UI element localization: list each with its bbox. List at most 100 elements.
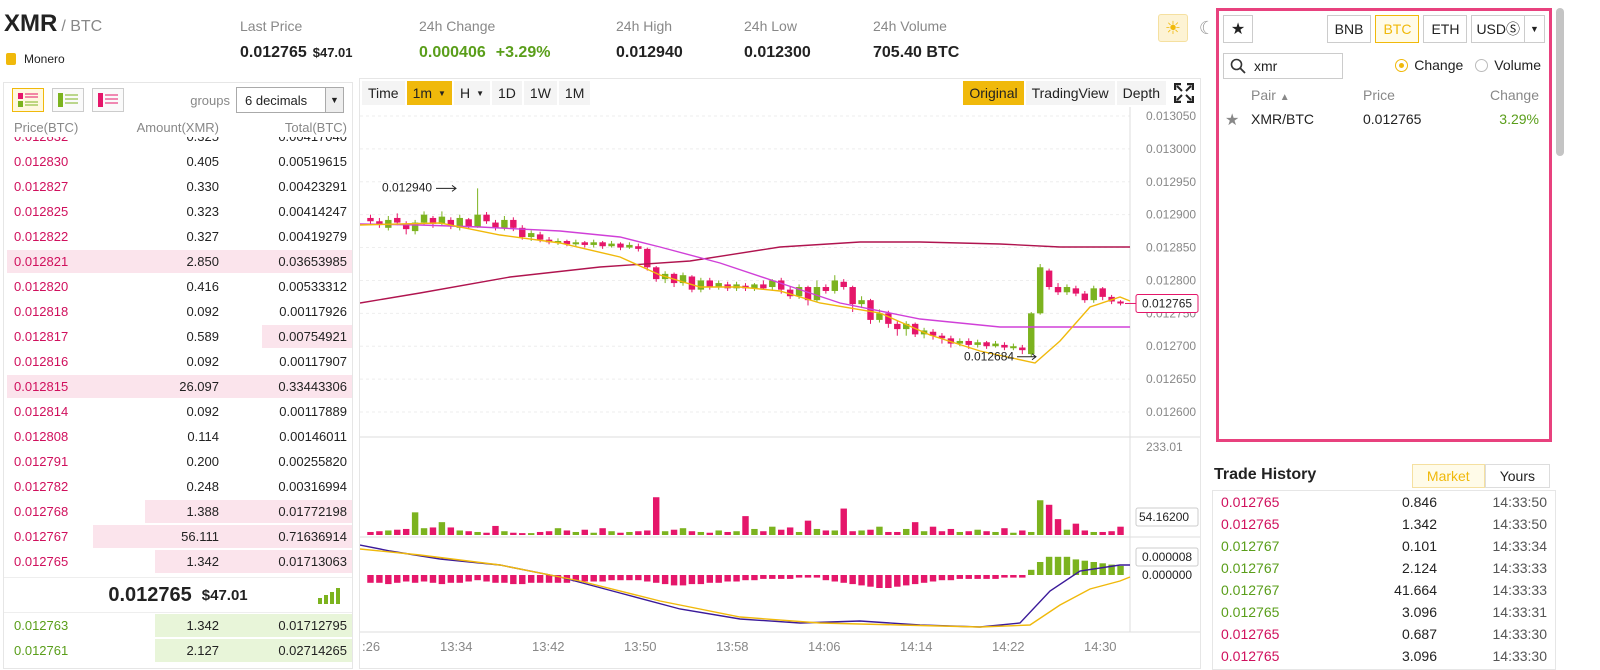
- ask-row[interactable]: 0.012820 0.416 0.00533312: [4, 274, 352, 299]
- light-theme-button[interactable]: ☀: [1158, 14, 1188, 42]
- candle-body: [688, 276, 696, 290]
- bid-amount: 2.127: [186, 643, 219, 658]
- tab-usd-stable[interactable]: USDⓈ ▼: [1471, 15, 1545, 43]
- favorite-star-icon[interactable]: ★: [1225, 112, 1240, 129]
- ask-row[interactable]: 0.012765 1.342 0.01713063: [4, 549, 352, 574]
- interval-hour-button[interactable]: H ▼: [453, 81, 491, 105]
- macd-histogram-bar: [1081, 560, 1089, 575]
- volume-bar: [447, 527, 455, 535]
- ask-row[interactable]: 0.012827 0.330 0.00423291: [4, 174, 352, 199]
- tab-bnb[interactable]: BNB: [1326, 15, 1372, 43]
- macd-histogram-bar: [742, 575, 749, 581]
- dark-theme-button[interactable]: ☾: [1192, 14, 1222, 42]
- candle-body: [590, 242, 597, 245]
- ask-row[interactable]: 0.012814 0.092 0.00117889: [4, 399, 352, 424]
- trade-price: 0.012765: [1221, 604, 1280, 620]
- ask-amount: 0.200: [186, 454, 219, 469]
- volume-bar: [608, 531, 615, 535]
- trade-history-tabs: Market Yours: [1411, 464, 1550, 488]
- tab-your-trades[interactable]: Yours: [1484, 464, 1550, 488]
- view-tradingview-tab[interactable]: TradingView: [1025, 81, 1115, 105]
- trade-history: Trade History Market Yours 0.012765 0.846…: [1212, 460, 1556, 670]
- tab-btc[interactable]: BTC: [1375, 15, 1420, 43]
- groups-select[interactable]: 6 decimals ▼: [236, 87, 344, 113]
- candle-body: [992, 343, 999, 347]
- view-both-button[interactable]: [12, 88, 44, 112]
- chevron-down-icon[interactable]: ▼: [1525, 15, 1545, 43]
- trade-list: 0.012765 0.846 14:33:50 0.012765 1.342 14:33:…: [1212, 490, 1556, 670]
- ask-row[interactable]: 0.012825 0.323 0.00414247: [4, 199, 352, 224]
- candle-body: [510, 219, 517, 228]
- price-tick-label: 0.012800: [1146, 273, 1196, 287]
- bids-list: 0.012763 1.342 0.01712795 0.012761 2.127 0.02…: [4, 613, 352, 663]
- view-original-tab[interactable]: Original: [963, 81, 1024, 105]
- trade-row: 0.012765 0.846 14:33:50: [1213, 491, 1555, 513]
- ask-row[interactable]: 0.012822 0.327 0.00419279: [4, 224, 352, 249]
- interval-1month-button[interactable]: 1M: [558, 81, 591, 105]
- groups-select-value: 6 decimals: [245, 92, 308, 108]
- fullscreen-button[interactable]: [1168, 81, 1200, 105]
- depth-bar: [155, 614, 352, 637]
- coin-info[interactable]: Monero: [6, 52, 65, 66]
- moon-icon: ☾: [1198, 17, 1216, 38]
- ask-row[interactable]: 0.012808 0.114 0.00146011: [4, 424, 352, 449]
- market-tabs: ★ BNB BTC ETH USDⓈ ▼: [1223, 15, 1545, 43]
- caret-down-icon: ▼: [476, 88, 485, 98]
- tab-market-trades[interactable]: Market: [1411, 464, 1485, 488]
- tab-eth[interactable]: ETH: [1423, 15, 1468, 43]
- ask-row[interactable]: 0.012830 0.405 0.00519615: [4, 149, 352, 174]
- bid-row[interactable]: 0.012761 2.127 0.02714265: [4, 638, 352, 663]
- ask-row[interactable]: 0.0128320.3250.00417040: [4, 137, 352, 149]
- ma-slow-line: [360, 241, 1130, 304]
- ask-amount: 56.111: [181, 529, 219, 544]
- candle-body: [858, 300, 865, 305]
- col-price-header[interactable]: Price: [1363, 87, 1395, 103]
- bid-row[interactable]: 0.012763 1.342 0.01712795: [4, 613, 352, 638]
- trade-price: 0.012767: [1221, 582, 1280, 598]
- ask-row[interactable]: 0.012767 56.111 0.71636914: [4, 524, 352, 549]
- view-depth-tab[interactable]: Depth: [1116, 81, 1166, 105]
- macd-histogram-bar: [599, 575, 606, 582]
- interval-1w-button[interactable]: 1W: [523, 81, 557, 105]
- col-pair-header[interactable]: Pair ▲: [1251, 87, 1290, 103]
- sort-toggle: Change Volume: [1395, 57, 1541, 73]
- time-tick-label: 13:50: [624, 639, 657, 654]
- macd-histogram-bar: [429, 575, 437, 583]
- radio-unchecked-icon: [1475, 58, 1489, 72]
- trade-time: 14:33:31: [1492, 604, 1548, 620]
- ask-row[interactable]: 0.012791 0.200 0.00255820: [4, 449, 352, 474]
- volume-bar: [760, 531, 767, 535]
- candle-body: [1090, 288, 1097, 301]
- interval-1m-button[interactable]: 1m ▼: [406, 81, 452, 105]
- market-search-input[interactable]: xmr: [1223, 53, 1343, 79]
- chart-view-tabs: Original TradingView Depth: [963, 81, 1200, 105]
- candle-body: [1072, 288, 1080, 294]
- col-change-header[interactable]: Change: [1489, 87, 1539, 103]
- ask-row[interactable]: 0.012768 1.388 0.01772198: [4, 499, 352, 524]
- trade-time: 14:33:30: [1492, 626, 1548, 642]
- ask-price: 0.012830: [14, 154, 69, 169]
- view-asks-button[interactable]: [92, 88, 124, 112]
- view-bids-button[interactable]: [52, 88, 84, 112]
- sort-change-radio[interactable]: Change: [1395, 57, 1463, 73]
- page-scrollbar[interactable]: [1556, 8, 1564, 156]
- sort-volume-radio[interactable]: Volume: [1475, 57, 1541, 73]
- candle-body: [1019, 347, 1026, 351]
- volume-bar: [465, 531, 472, 535]
- candle-body: [1028, 313, 1035, 355]
- ask-price: 0.012827: [14, 179, 69, 194]
- ask-amount: 0.092: [186, 404, 219, 419]
- candlestick-chart[interactable]: 0.013050 0.013000 0.012950 0.012900 0.012850…: [360, 107, 1200, 669]
- ask-row[interactable]: 0.012782 0.248 0.00316994: [4, 474, 352, 499]
- stat-value: 0.012940: [616, 44, 683, 61]
- ask-row[interactable]: 0.012818 0.092 0.00117926: [4, 299, 352, 324]
- ask-row[interactable]: 0.012816 0.092 0.00117907: [4, 349, 352, 374]
- candle-body: [402, 224, 410, 230]
- ask-row[interactable]: 0.012817 0.589 0.00754921: [4, 324, 352, 349]
- interval-1d-button[interactable]: 1D: [492, 81, 522, 105]
- favorites-button[interactable]: ★: [1223, 15, 1253, 43]
- trade-amount: 3.096: [1401, 604, 1437, 620]
- ask-row[interactable]: 0.012815 26.097 0.33443306: [4, 374, 352, 399]
- ask-row[interactable]: 0.012821 2.850 0.03653985: [4, 249, 352, 274]
- market-row[interactable]: ★ XMR/BTC 0.012765 3.29%: [1223, 111, 1545, 131]
